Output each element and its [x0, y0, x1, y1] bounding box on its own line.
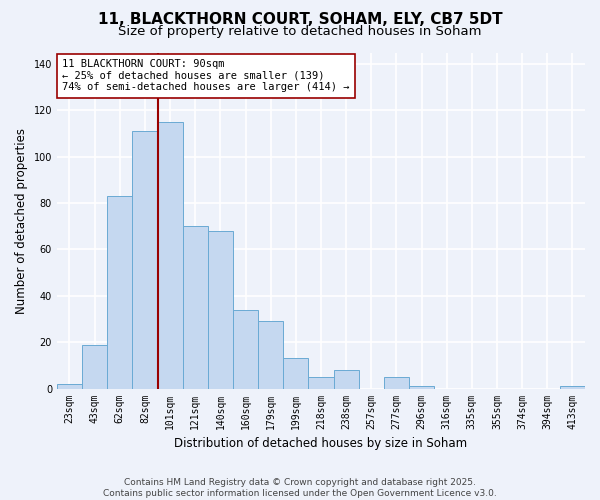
Bar [258, 322, 283, 388]
Bar [384, 377, 409, 388]
Bar [82, 344, 107, 389]
Bar [334, 370, 359, 388]
Text: 11 BLACKTHORN COURT: 90sqm
← 25% of detached houses are smaller (139)
74% of sem: 11 BLACKTHORN COURT: 90sqm ← 25% of deta… [62, 59, 350, 92]
Bar [233, 310, 258, 388]
Y-axis label: Number of detached properties: Number of detached properties [15, 128, 28, 314]
Bar [158, 122, 182, 388]
Bar [133, 132, 158, 388]
Bar [308, 377, 334, 388]
Bar [182, 226, 208, 388]
Bar [283, 358, 308, 388]
Bar [409, 386, 434, 388]
X-axis label: Distribution of detached houses by size in Soham: Distribution of detached houses by size … [175, 437, 467, 450]
Text: Size of property relative to detached houses in Soham: Size of property relative to detached ho… [118, 25, 482, 38]
Bar [57, 384, 82, 388]
Bar [560, 386, 585, 388]
Bar [208, 231, 233, 388]
Bar [107, 196, 133, 388]
Text: Contains HM Land Registry data © Crown copyright and database right 2025.
Contai: Contains HM Land Registry data © Crown c… [103, 478, 497, 498]
Text: 11, BLACKTHORN COURT, SOHAM, ELY, CB7 5DT: 11, BLACKTHORN COURT, SOHAM, ELY, CB7 5D… [98, 12, 502, 28]
